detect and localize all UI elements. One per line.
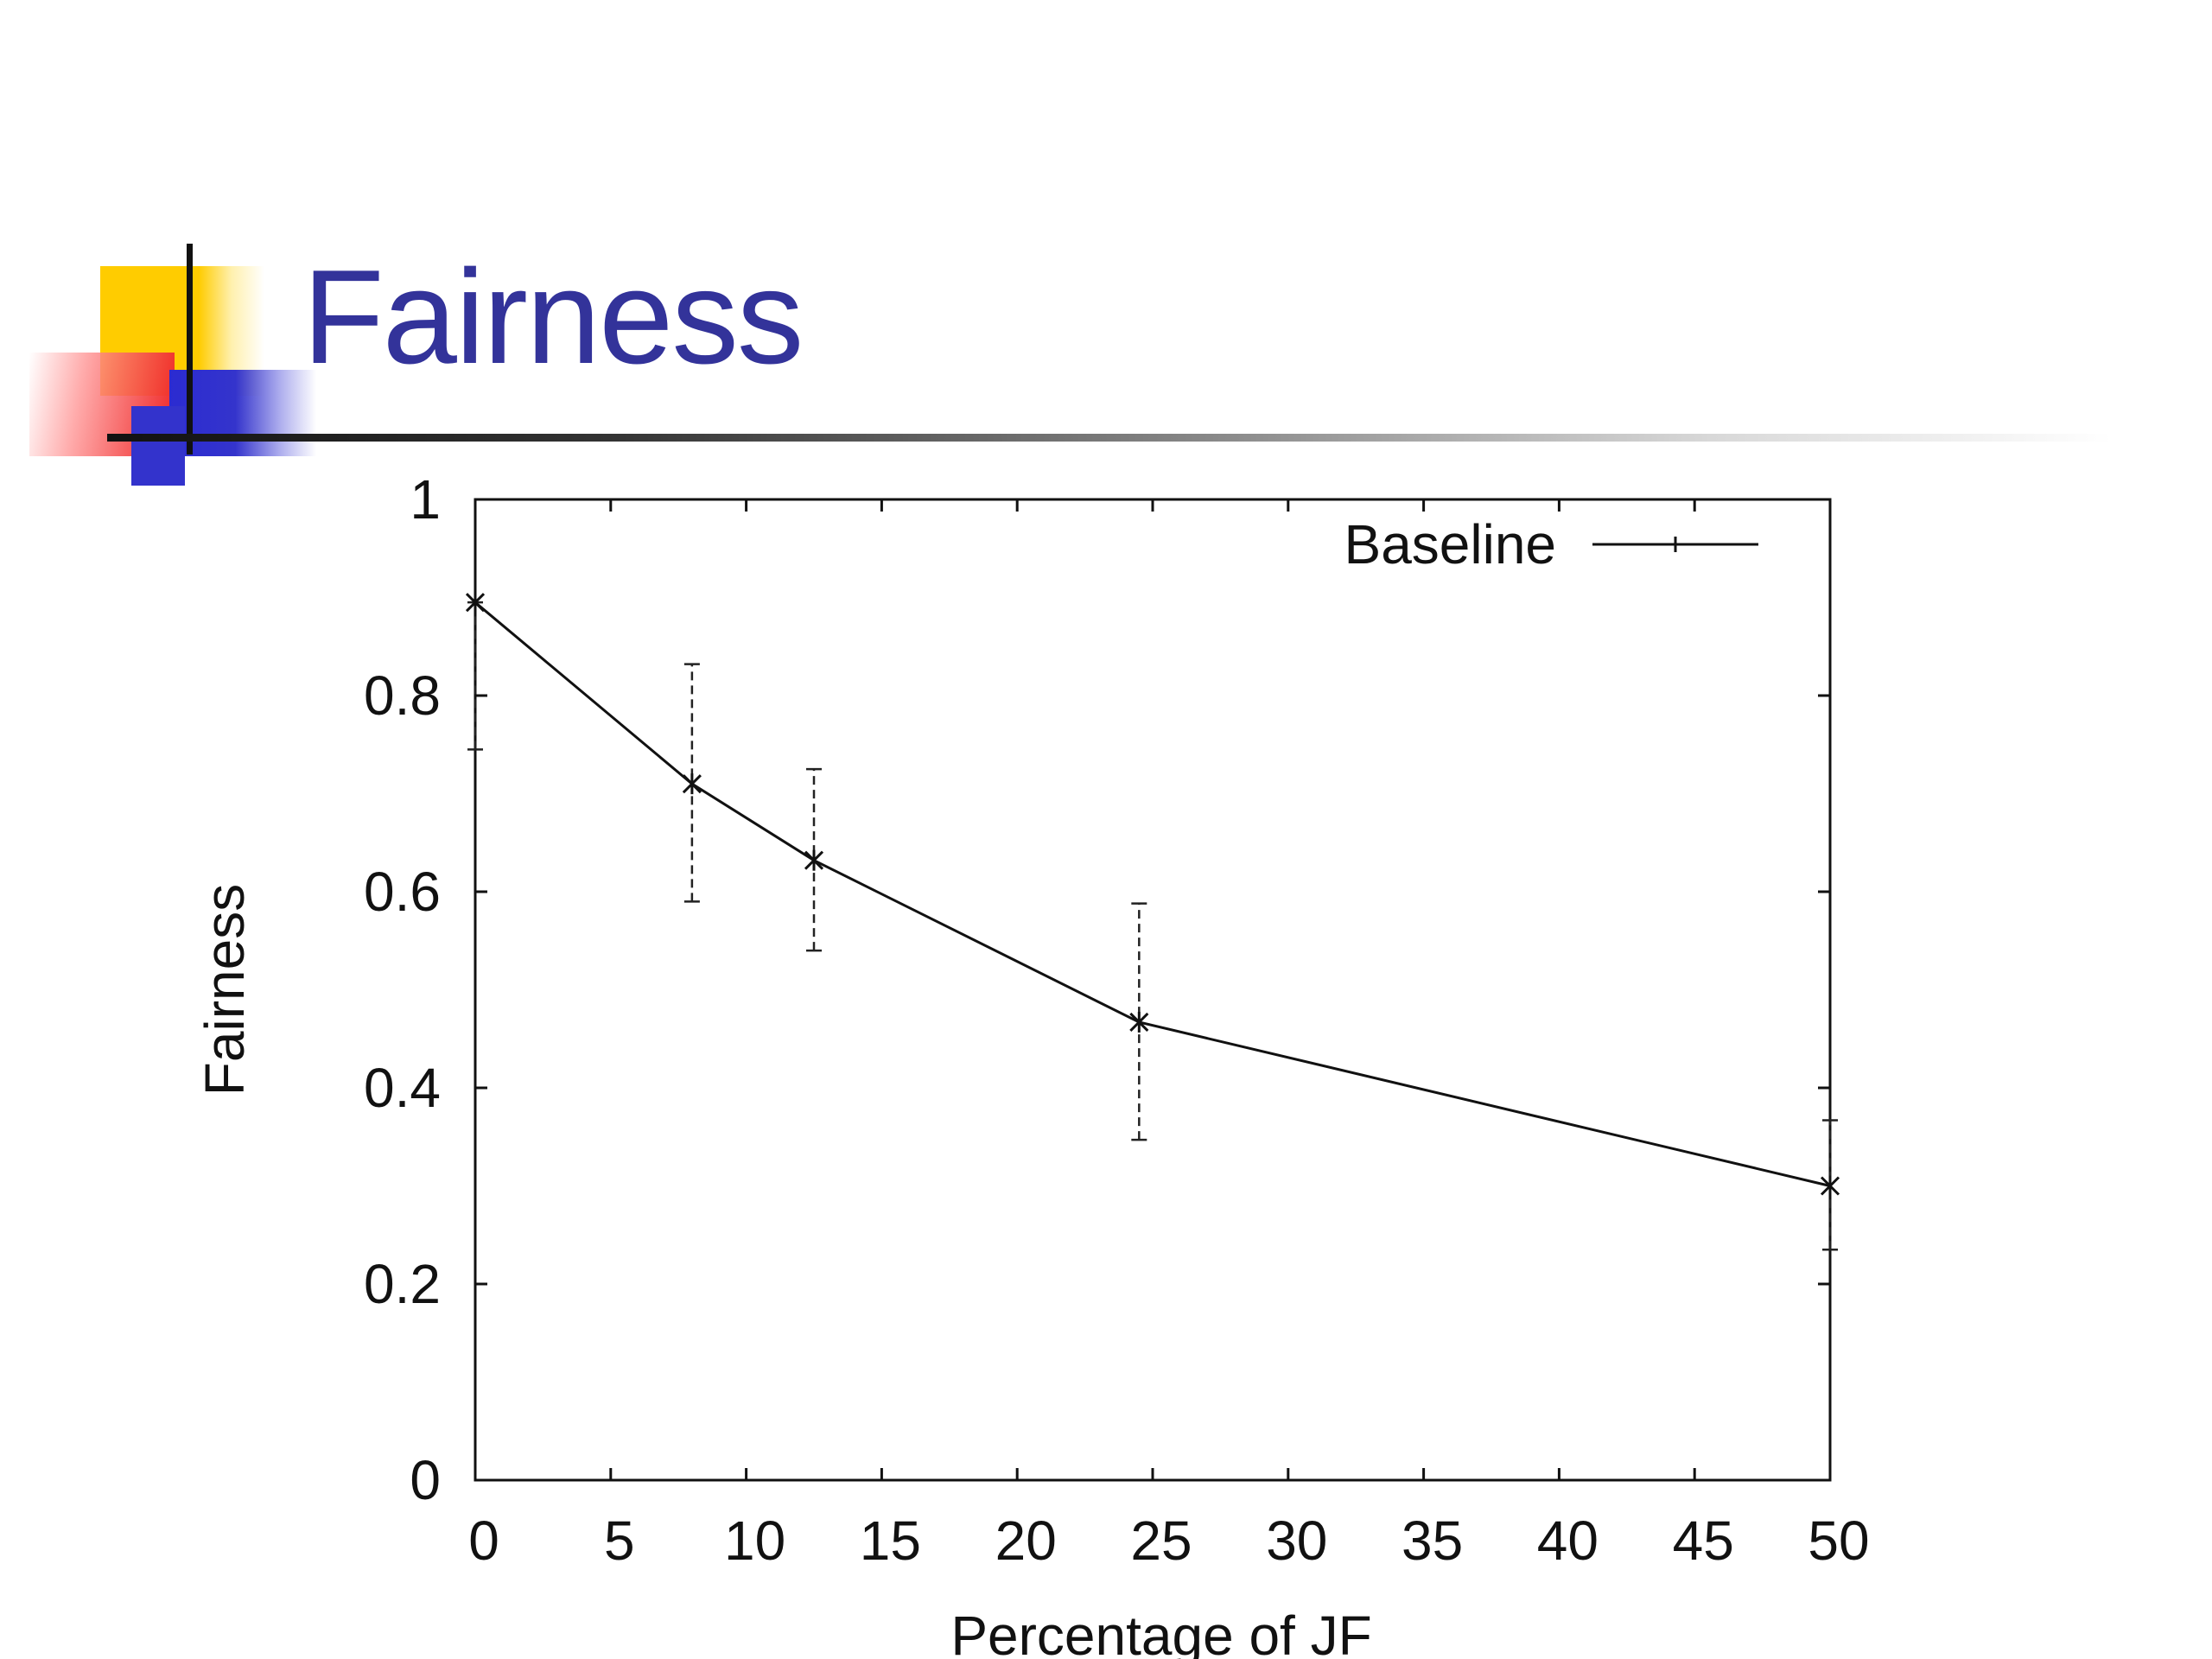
y-tick-label: 1	[410, 468, 441, 531]
legend-label: Baseline	[1344, 513, 1557, 575]
title-underline	[107, 434, 2112, 442]
x-tick-label: 20	[995, 1510, 1057, 1572]
data-point-marker	[804, 849, 824, 871]
decor-blue-block	[131, 406, 185, 486]
x-tick-label: 10	[724, 1510, 785, 1572]
data-point-marker	[465, 592, 486, 613]
x-tick-label: 5	[604, 1510, 635, 1572]
x-axis-label: Percentage of JF	[950, 1605, 1371, 1659]
data-point-marker	[1129, 1011, 1149, 1033]
x-tick-label: 35	[1402, 1510, 1463, 1572]
decor-vertical-line	[187, 244, 193, 454]
decor-blue-square	[169, 370, 316, 456]
x-tick-label: 25	[1130, 1510, 1192, 1572]
y-axis-label: Fairness	[194, 884, 256, 1096]
x-tick-label: 40	[1537, 1510, 1599, 1572]
x-tick-label: 45	[1673, 1510, 1734, 1572]
plot-area-border	[474, 498, 1832, 1482]
slide-title: Fairness	[302, 242, 804, 391]
x-tick-label: 50	[1808, 1510, 1869, 1572]
y-tick-label: 0.8	[364, 664, 441, 727]
x-tick-label: 0	[468, 1510, 499, 1572]
y-tick-label: 0.4	[364, 1057, 441, 1119]
y-tick-label: 0	[410, 1449, 441, 1511]
y-tick-label: 0.6	[364, 861, 441, 923]
data-point-marker	[1820, 1175, 1840, 1197]
series-line-baseline	[474, 601, 1831, 1187]
x-tick-label: 15	[860, 1510, 921, 1572]
data-point-marker	[682, 773, 702, 795]
x-tick-label: 30	[1266, 1510, 1327, 1572]
y-tick-label: 0.2	[364, 1253, 441, 1315]
